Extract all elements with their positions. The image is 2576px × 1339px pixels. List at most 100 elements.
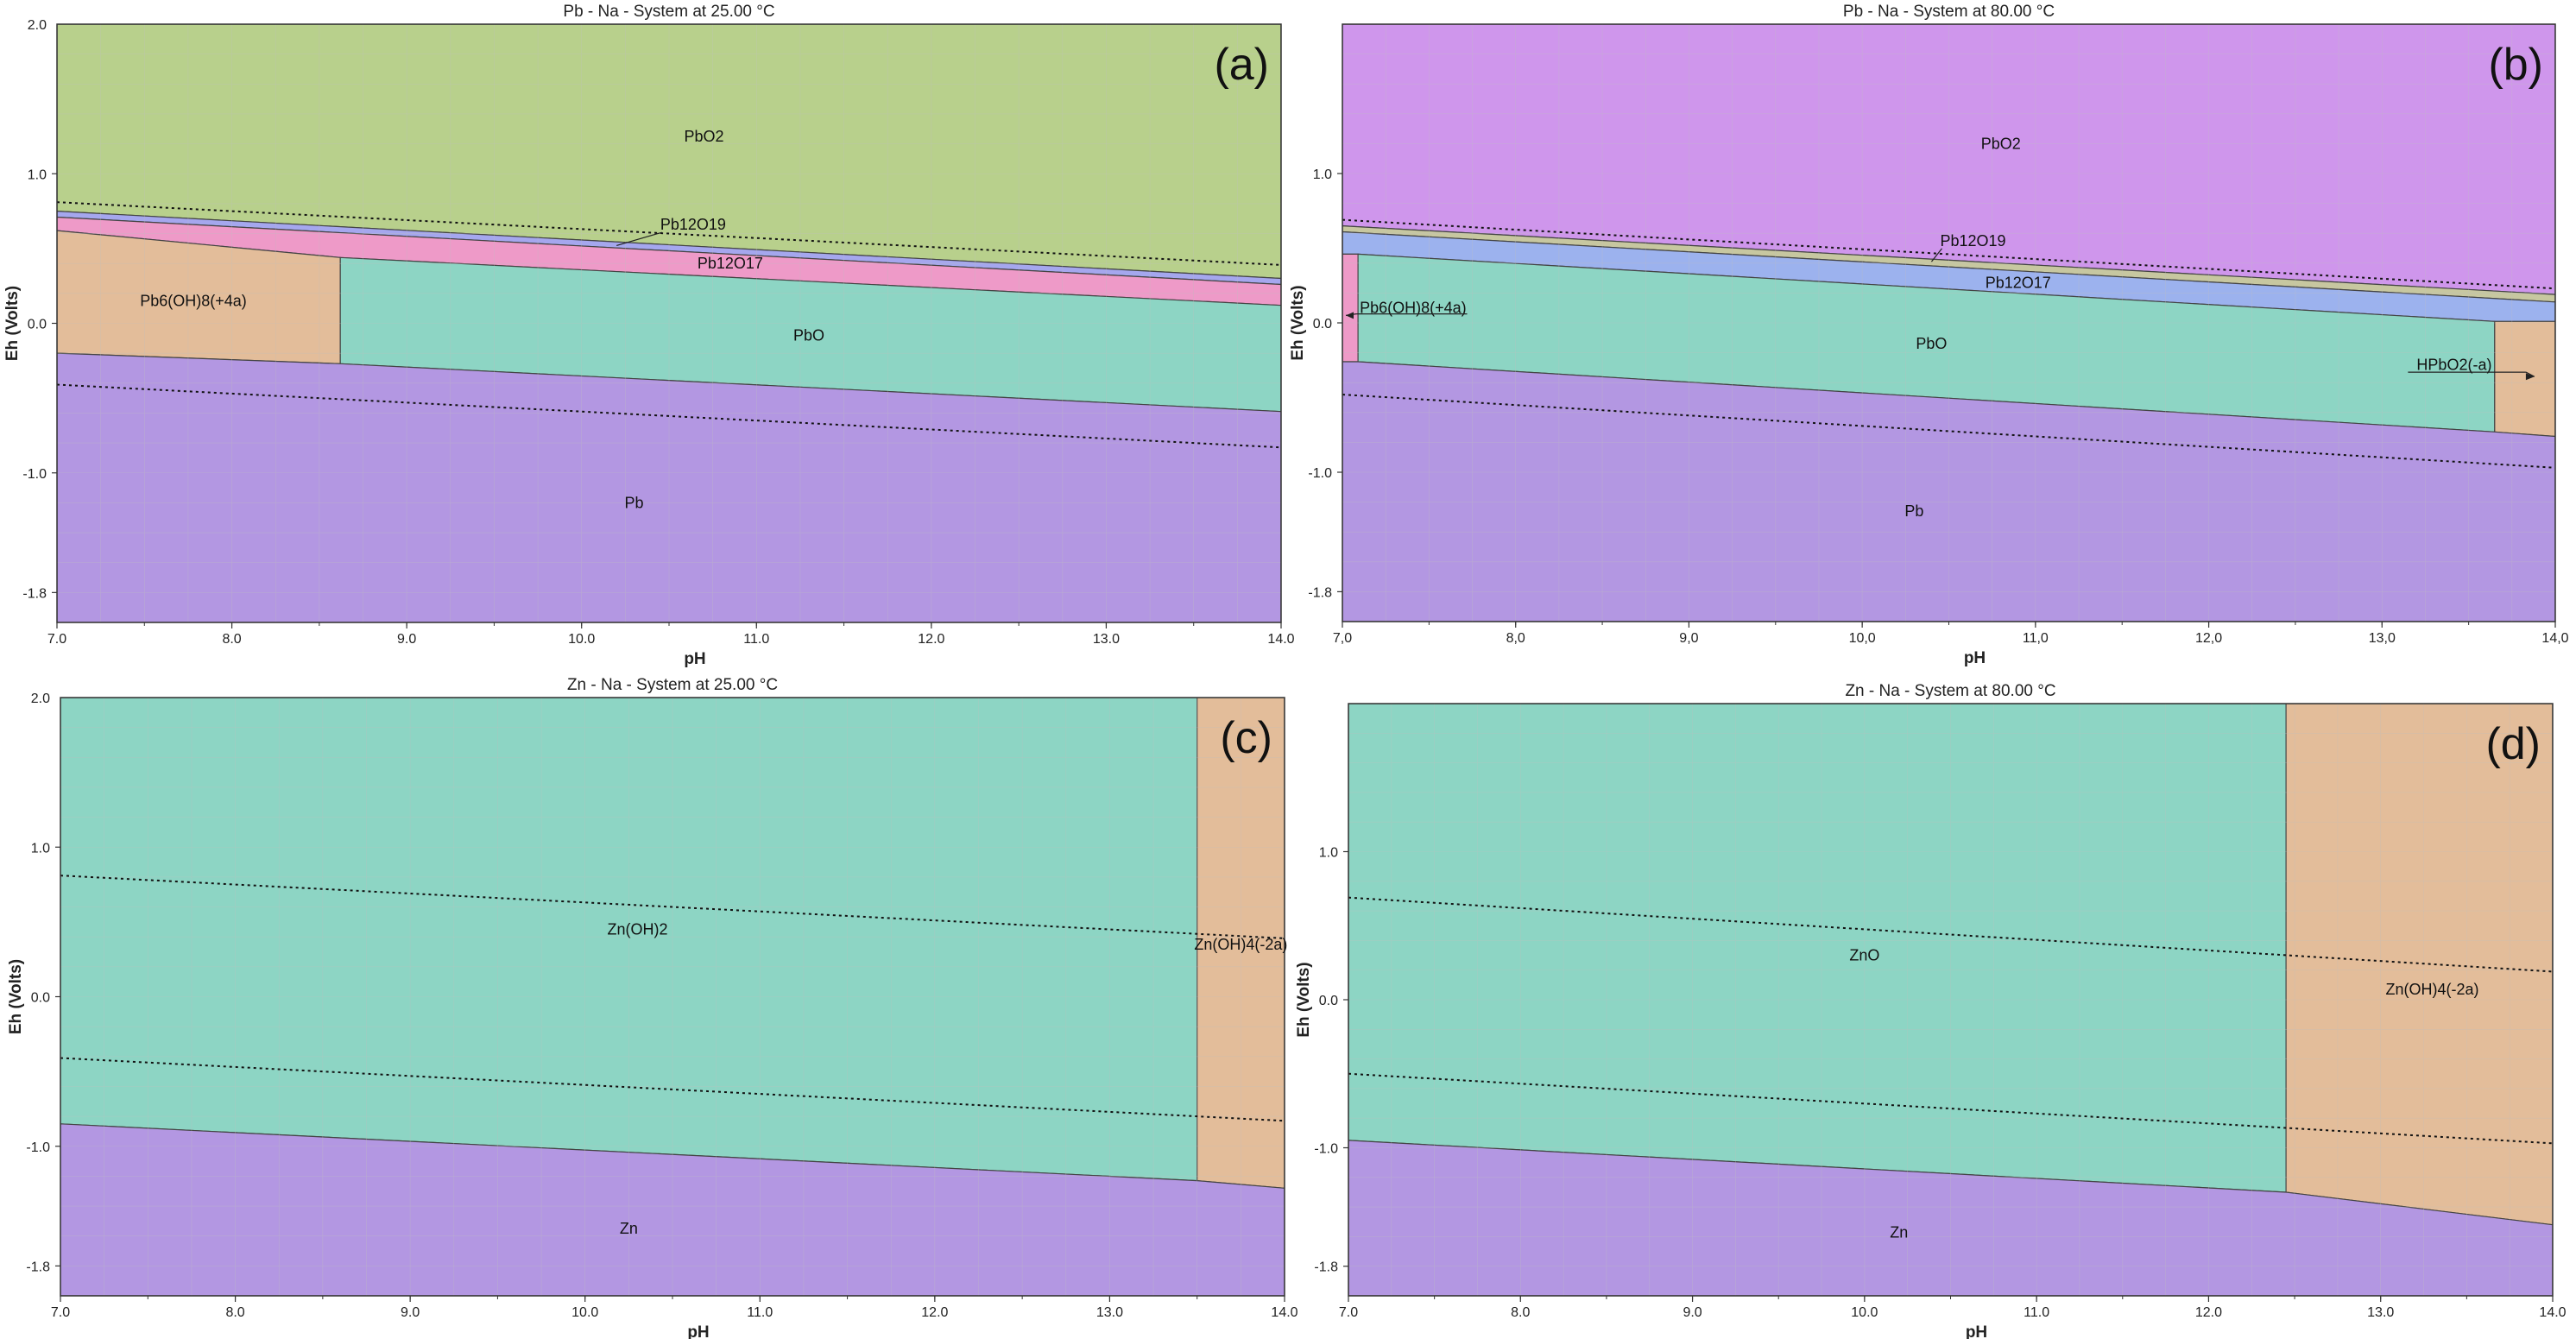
x-tick-label: 7.0: [1339, 1305, 1358, 1320]
region-pb12o19: [57, 210, 1281, 286]
x-tick-label: 14.0: [1271, 1305, 1297, 1320]
region-pbo: [339, 256, 1281, 413]
x-tick-label: 11.0: [747, 1305, 773, 1320]
region-zn-oh-4-2a: [2285, 704, 2553, 1226]
water-stability-line: [1348, 896, 2553, 973]
chart-title: Pb - Na - System at 25.00 °C: [563, 3, 774, 21]
x-tick-label: 10,0: [1849, 631, 1876, 646]
region-label: Zn(OH)2: [607, 921, 667, 938]
chart-title: Zn - Na - System at 80.00 °C: [1845, 682, 2055, 700]
region-label: PbO2: [684, 128, 723, 145]
x-tick-label: 13.0: [2367, 1305, 2394, 1320]
panel-label: (a): [1214, 40, 1269, 90]
region-zn: [60, 1123, 1285, 1296]
y-tick-label: 1.0: [28, 167, 47, 182]
region-label: Pb12O17: [698, 255, 763, 272]
y-tick-label: 0.0: [28, 318, 47, 332]
panel-label: (c): [1220, 713, 1272, 763]
grid-lines: [57, 24, 1281, 622]
y-axis-label: Eh (Volts): [7, 959, 25, 1034]
water-stability-line: [60, 1057, 1285, 1122]
callout-label: Pb12O19: [660, 216, 726, 233]
panel-d: Zn - Na - System at 80.00 °C 7.0 8.0 9.0 10.…: [1295, 682, 2567, 1339]
region-zn-oh-4-2a: [1196, 698, 1285, 1189]
region-label: Pb12O17: [1986, 274, 2051, 291]
region-label: Zn: [620, 1220, 638, 1237]
x-tick-label: 14.0: [2539, 1305, 2566, 1320]
y-axis-label: Eh (Volts): [3, 286, 22, 361]
x-tick-label: 9.0: [397, 632, 416, 647]
region-label: PbO2: [1981, 135, 2021, 152]
region-label: PbO: [793, 326, 824, 344]
y-tick-label: -1.0: [1308, 466, 1332, 481]
x-tick-label: 13.0: [1093, 632, 1120, 647]
x-tick-label: 9.0: [401, 1305, 420, 1320]
callout-label: Pb12O19: [1940, 232, 2005, 249]
x-tick-label: 7.0: [47, 632, 66, 647]
x-tick-label: 12.0: [921, 1305, 948, 1320]
y-tick-label: 0.0: [1313, 317, 1332, 332]
y-tick-label: 0.0: [31, 991, 50, 1006]
callout-leader: [616, 231, 663, 246]
x-tick-label: 11.0: [2024, 1305, 2049, 1320]
x-tick-label: 8.0: [222, 632, 241, 647]
region-pbo2: [57, 24, 1281, 280]
x-tick-label: 10.0: [568, 632, 595, 647]
water-stability-line: [60, 875, 1285, 939]
grid-lines: [60, 698, 1285, 1296]
callout-label: Pb6(OH)8(+4a): [1360, 300, 1467, 317]
region-label: Pb: [624, 494, 643, 511]
y-axis-label: Eh (Volts): [1289, 285, 1307, 360]
x-axis-label: pH: [1964, 649, 1986, 667]
region-label: ZnO: [1849, 947, 1879, 964]
y-tick-label: -1.8: [1314, 1260, 1338, 1275]
callout-leader: [1930, 248, 1942, 262]
region-pb12o19: [1342, 224, 2555, 303]
region-pb6-oh-8-4a: [1342, 253, 1359, 363]
x-tick-label: 8.0: [225, 1305, 244, 1320]
x-axis-label: pH: [684, 650, 705, 668]
x-tick-label: 12.0: [2195, 1305, 2222, 1320]
callout-arrow: [2525, 371, 2535, 377]
y-tick-label: -1.8: [26, 1260, 50, 1274]
x-tick-label: 12.0: [918, 632, 944, 647]
water-stability-line: [57, 383, 1281, 449]
region-hpbo2-a: [2494, 320, 2555, 438]
x-tick-label: 9,0: [1679, 631, 1698, 646]
region-label: Pb6(OH)8(+4a): [140, 293, 247, 310]
region-pb: [57, 352, 1281, 622]
y-tick-label: 2.0: [28, 18, 47, 33]
x-tick-label: 9.0: [1683, 1305, 1702, 1320]
region-label: Zn(OH)4(-2a): [2385, 981, 2478, 998]
region-label: Pb: [1904, 502, 1923, 520]
y-tick-label: 1.0: [1313, 167, 1332, 182]
region-pbo2: [1342, 24, 2555, 295]
grid-lines: [1348, 704, 2553, 1296]
callout-arrowhead: [2525, 373, 2535, 381]
y-tick-label: -1.8: [1308, 585, 1332, 600]
panel-label: (d): [2485, 719, 2541, 769]
chart-title: Pb - Na - System at 80.00 °C: [1843, 3, 2055, 21]
water-stability-line: [57, 201, 1281, 266]
y-tick-label: 1.0: [1319, 846, 1338, 861]
y-tick-label: 0.0: [1319, 994, 1338, 1008]
y-tick-label: -1.0: [26, 1140, 50, 1155]
region-zn: [1348, 1140, 2553, 1296]
grid-lines: [1342, 24, 2555, 622]
x-tick-label: 7.0: [51, 1305, 70, 1320]
x-axis-label: pH: [1966, 1323, 1987, 1339]
panel-b: Pb - Na - System at 80.00 °C 7,0 8,0 9,0 10,…: [1289, 3, 2569, 667]
panel-label: (b): [2488, 40, 2543, 90]
x-tick-label: 10.0: [571, 1305, 598, 1320]
x-tick-label: 10.0: [1851, 1305, 1878, 1320]
x-tick-label: 7,0: [1333, 631, 1352, 646]
region-label: PbO: [1916, 335, 1947, 352]
x-tick-label: 14,0: [2541, 631, 2568, 646]
y-tick-label: 2.0: [31, 692, 50, 706]
callout-label: HPbO2(-a): [2416, 356, 2491, 373]
x-tick-label: 13,0: [2369, 631, 2396, 646]
region-pb: [1342, 361, 2555, 622]
callout-arrowhead: [1346, 312, 1354, 319]
x-axis-label: pH: [687, 1323, 709, 1339]
